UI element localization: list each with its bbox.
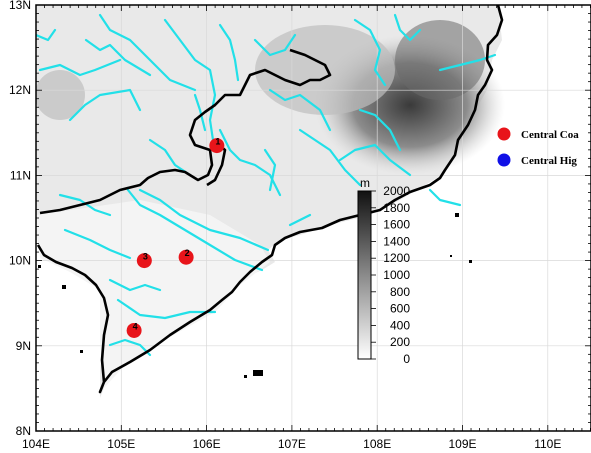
legend: Central Coa Central Hig [497,127,579,167]
site-label: 3 [143,252,148,262]
y-tick-label: 12N [9,83,31,97]
axis-labels: 104E 105E 106E 107E 108E 109E 110E 13N 12N 11N 10N… [9,0,561,451]
x-tick-label: 104E [22,437,50,451]
islands [38,213,472,378]
highland-shading [36,70,85,120]
x-tick-label: 109E [448,437,476,451]
legend-label: Central Coa [521,129,579,141]
colorbar-tick-label: 0 [403,352,410,366]
axis-ticks [35,4,591,432]
colorbar-tick-label: 200 [390,335,410,349]
site-marker [136,253,152,269]
y-tick-label: 11N [10,168,31,182]
x-tick-label: 110E [534,437,561,451]
site-markers: 1 2 3 4 [126,137,225,338]
colorbar-tick-label: 800 [390,285,410,299]
colorbar-tick-label: 1800 [383,201,410,215]
colorbar-tick-label: 600 [390,302,410,316]
colorbar-tick-label: 1000 [383,268,410,282]
grid-lines [36,5,591,431]
colorbar-tick-label: 1200 [383,251,410,265]
y-tick-label: 9N [16,339,31,353]
legend-marker [497,127,511,141]
x-tick-label: 107E [278,437,306,451]
legend-label: Central Hig [521,155,577,167]
site-label: 1 [215,137,220,147]
y-tick-label: 8N [16,424,31,438]
x-tick-label: 108E [363,437,391,451]
y-tick-label: 10N [9,254,31,268]
rivers [36,13,497,357]
colorbar-tick-label: 400 [390,318,410,332]
site-marker [126,322,142,338]
highland-shading [395,20,485,100]
site-label: 4 [133,321,138,331]
site-marker [209,138,225,154]
x-tick-label: 105E [107,437,135,451]
colorbar-tick-label: 1400 [383,234,410,248]
colorbar-tick-label: 1600 [383,218,410,232]
x-tick-label: 106E [193,437,221,451]
highland-shading [255,25,395,115]
y-tick-label: 13N [9,0,31,12]
site-marker [178,249,194,265]
colorbar-tick-label: 2000 [383,184,410,198]
site-label: 2 [185,248,190,258]
legend-marker [497,153,511,167]
colorbar-unit: m [360,176,370,190]
